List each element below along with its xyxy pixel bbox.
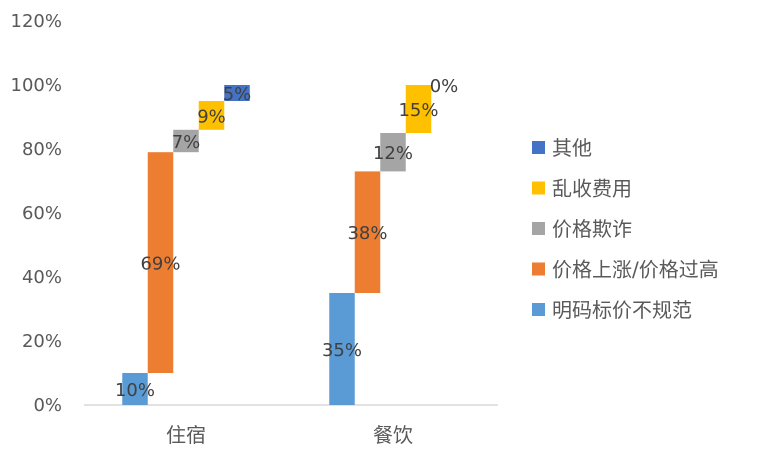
category-label: 住宿 — [166, 423, 206, 447]
bars — [122, 85, 432, 405]
bar-3-餐饮 — [380, 133, 406, 172]
data-labels: 10% 69% 7% 9%5% 35% 38% 12% 15% 0% — [115, 76, 458, 401]
data-label: 9% — [197, 106, 226, 127]
legend-label: 其他 — [552, 136, 592, 160]
data-label: 38% — [347, 223, 387, 244]
legend-swatch — [532, 262, 545, 276]
y-tick-label: 40% — [22, 267, 62, 288]
y-tick-label: 100% — [11, 75, 62, 96]
legend-swatch — [532, 181, 545, 195]
data-label: 69% — [140, 254, 180, 275]
bar-3-住宿 — [173, 129, 199, 153]
y-tick-label: 0% — [33, 395, 62, 416]
data-label: 15% — [398, 100, 438, 121]
y-tick-label: 120% — [11, 11, 62, 32]
legend-swatch — [532, 141, 545, 154]
y-axis-labels: 0% 20% 40% 60% 80% 100% 120% — [11, 11, 62, 416]
legend-label: 价格欺诈 — [552, 217, 632, 241]
legend-swatch — [532, 303, 545, 316]
data-label: 10% — [115, 380, 155, 401]
data-label: 12% — [373, 143, 413, 164]
legend-swatch — [532, 222, 545, 235]
category-label: 餐饮 — [373, 423, 413, 447]
legend-label: 明码标价不规范 — [552, 298, 692, 322]
bar-1-住宿 — [122, 373, 148, 405]
y-tick-label: 80% — [22, 139, 62, 160]
legend-label: 价格上涨/价格过高 — [552, 258, 719, 282]
data-label: 5% — [223, 84, 252, 105]
bar-5-住宿 — [224, 85, 250, 101]
bar-1-餐饮 — [329, 293, 355, 405]
data-label: 0% — [430, 76, 459, 97]
bar-2-住宿 — [147, 152, 174, 373]
bar-4-餐饮 — [405, 85, 432, 133]
data-label: 35% — [322, 340, 362, 361]
data-label: 7% — [172, 132, 201, 153]
legend-label: 乱收费用 — [552, 177, 632, 201]
bar-4-住宿 — [198, 101, 225, 130]
y-tick-label: 20% — [22, 331, 62, 352]
bar-2-餐饮 — [354, 171, 381, 293]
category-labels: 住宿 餐饮 — [166, 423, 413, 447]
y-tick-label: 60% — [22, 203, 62, 224]
